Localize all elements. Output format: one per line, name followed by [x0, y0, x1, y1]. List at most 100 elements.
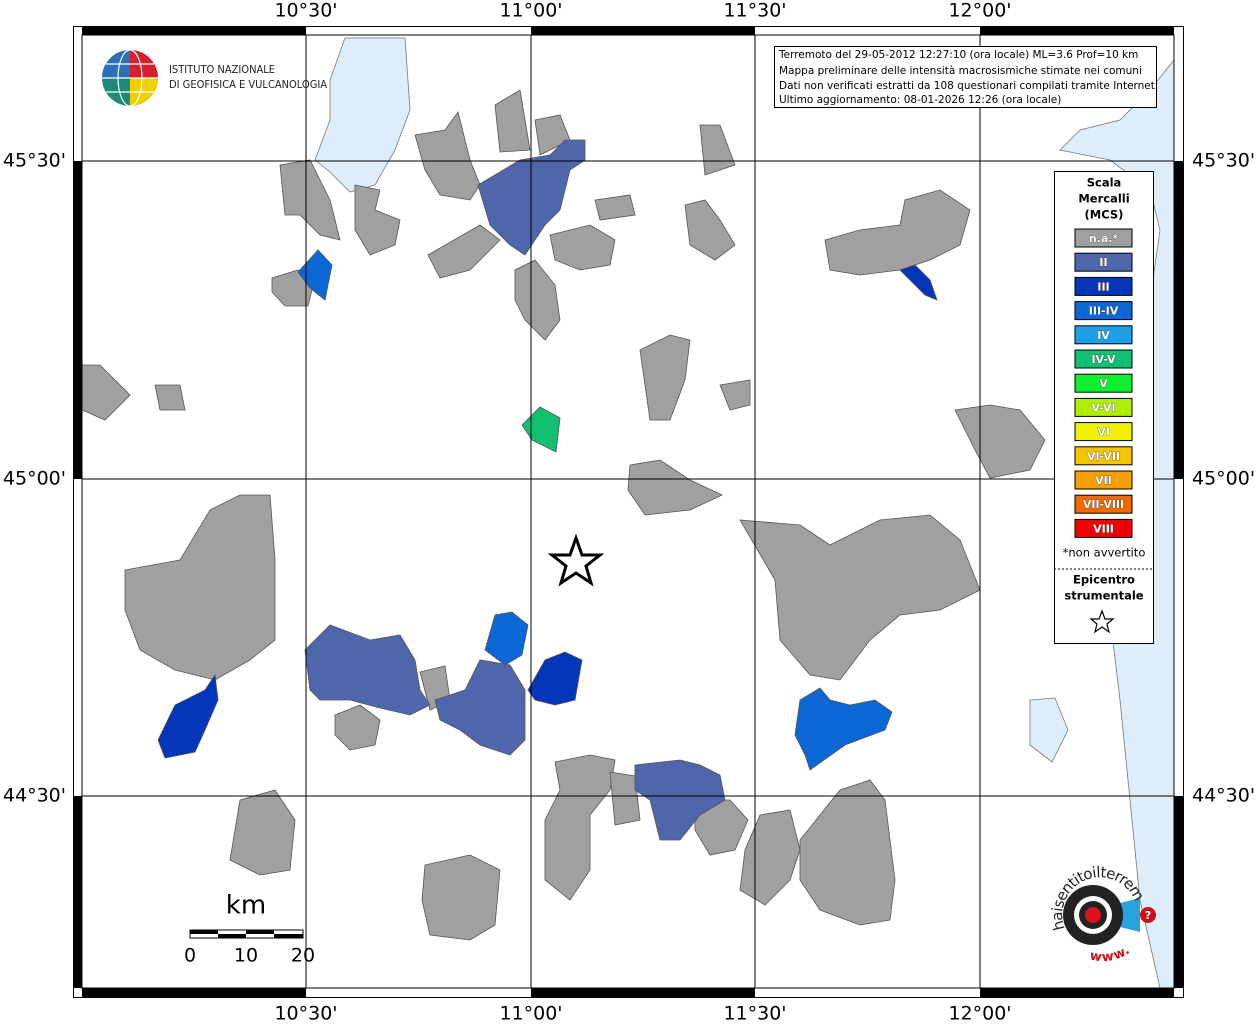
municipality: [639, 334, 691, 421]
legend-label: VI-VII: [1087, 450, 1120, 463]
legend-label: VII-VIII: [1083, 498, 1124, 511]
legend-note: *non avvertito: [1063, 546, 1146, 560]
longitude-label: 11°00': [499, 1003, 562, 1024]
frame-bar: [73, 161, 82, 479]
legend-swatch: [1074, 446, 1133, 466]
frame-bar: [1174, 796, 1183, 988]
info-line: Dati non verificati estratti da 108 ques…: [779, 80, 1158, 92]
legend-title: Scala: [1087, 176, 1122, 190]
municipality: [527, 651, 583, 706]
municipality: [154, 384, 186, 411]
scale-label: 10: [234, 945, 258, 967]
municipality: [82, 364, 131, 421]
legend-swatch: [1074, 276, 1133, 296]
scale-segment: [246, 930, 274, 934]
epicenter-label: strumentale: [1064, 589, 1143, 603]
coordinate-labels: 10°30' 10°30' 11°00' 11°00' 11°30' 11°30' 12°0…: [3, 0, 1255, 1024]
frame-bar: [73, 796, 82, 988]
legend-swatch: [1074, 252, 1133, 272]
longitude-label: 12°00': [948, 1003, 1011, 1024]
longitude-label: 10°30': [274, 0, 337, 22]
municipality: [354, 184, 401, 256]
latitude-label: 44°30': [3, 785, 66, 807]
latitude-label: 45°30': [1192, 150, 1255, 172]
legend-swatch: [1074, 397, 1133, 417]
legend-title: Mercalli: [1078, 192, 1129, 206]
municipalities: [82, 89, 1046, 941]
graticule-lines: [82, 35, 1174, 988]
scale-segment: [190, 930, 218, 934]
legend-title: (MCS): [1085, 208, 1124, 222]
latitude-label: 45°00': [1192, 468, 1255, 490]
municipality: [719, 379, 751, 411]
municipality: [694, 799, 749, 856]
legend-star: [1089, 609, 1115, 634]
longitude-label: 11°00': [499, 0, 562, 22]
legend-swatch: [1074, 228, 1133, 248]
municipality: [899, 264, 938, 301]
scale-label: 0: [184, 945, 196, 967]
legend-swatch: [1074, 325, 1133, 345]
legend-label: II: [1099, 256, 1107, 269]
lagoon: [1029, 697, 1069, 763]
legend-label: V: [1099, 377, 1108, 390]
logo-center: [1085, 907, 1101, 923]
legend-label: III-IV: [1089, 305, 1119, 318]
epicenter-star: [547, 533, 605, 587]
municipality: [739, 514, 981, 681]
municipality: [297, 249, 333, 301]
info-box-frame: [774, 46, 1157, 108]
municipality: [334, 704, 381, 751]
legend-label: III: [1097, 280, 1109, 293]
municipality: [421, 854, 501, 941]
legend-swatch: [1074, 518, 1133, 538]
legend-swatch: [1074, 470, 1133, 490]
municipality: [634, 759, 726, 841]
legend-label: V-VI: [1091, 401, 1115, 414]
frame-bar: [1174, 161, 1183, 479]
longitude-label: 11°30': [723, 0, 786, 22]
epicenter-label: Epicentro: [1073, 573, 1135, 587]
frame-bars: [73, 26, 1183, 997]
frame-bar: [82, 26, 306, 35]
municipality: [514, 259, 561, 341]
legend-swatch: [1074, 301, 1133, 321]
municipality: [484, 611, 529, 666]
municipality: [684, 199, 736, 261]
municipality: [304, 624, 431, 716]
legend-label: VI: [1097, 426, 1110, 439]
municipality: [494, 89, 531, 153]
municipality: [271, 269, 313, 307]
municipality: [824, 189, 971, 276]
latitude-label: 45°00': [3, 468, 66, 490]
logo-question: ?: [1145, 909, 1151, 922]
legend-label: IV: [1097, 329, 1110, 342]
legend-swatch: [1074, 422, 1133, 442]
legend-swatch: [1074, 373, 1133, 393]
municipality: [279, 159, 341, 241]
scale-segment: [218, 934, 246, 938]
legend-swatch: [1074, 494, 1133, 514]
frame-bar: [531, 988, 755, 997]
legend: Scala Mercalli (MCS) *non avvertito Epic…: [1054, 171, 1154, 644]
municipality: [699, 124, 736, 176]
municipality: [627, 459, 723, 516]
logo-text: ISTITUTO NAZIONALE: [169, 63, 275, 76]
municipality: [549, 224, 616, 271]
municipality: [799, 779, 896, 926]
municipality: [954, 404, 1046, 479]
scale-unit: km: [226, 891, 266, 921]
longitude-label: 12°00': [948, 0, 1011, 22]
municipality: [157, 673, 219, 759]
legend-label: VIII: [1093, 522, 1114, 535]
municipality: [229, 789, 296, 876]
legend-label: IV-V: [1091, 353, 1116, 366]
municipality: [427, 224, 501, 279]
frame-bar: [980, 26, 1174, 35]
municipality: [124, 494, 276, 681]
scale-label: 20: [291, 945, 315, 967]
logo-text: DI GEOFISICA E VULCANOLOGIA: [169, 78, 327, 91]
info-line: Mappa preliminare delle intensità macros…: [779, 65, 1142, 77]
municipality: [594, 194, 636, 221]
